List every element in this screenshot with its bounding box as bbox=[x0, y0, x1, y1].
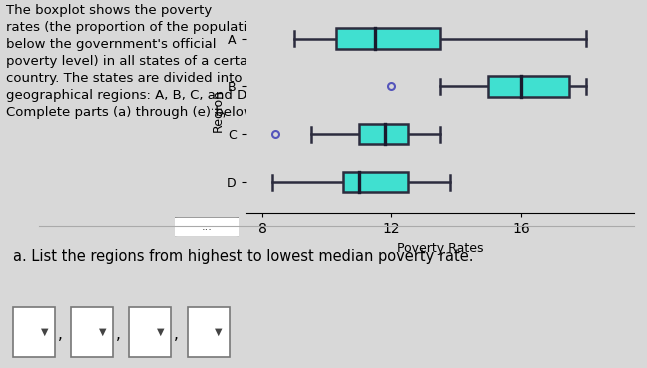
FancyBboxPatch shape bbox=[171, 217, 243, 237]
Bar bbox=[343, 172, 408, 192]
Text: ▼: ▼ bbox=[99, 327, 107, 337]
Text: The boxplot shows the poverty
rates (the proportion of the population
below the : The boxplot shows the poverty rates (the… bbox=[6, 4, 274, 118]
Text: ,: , bbox=[58, 327, 63, 342]
FancyBboxPatch shape bbox=[13, 307, 55, 357]
Text: ,: , bbox=[116, 327, 121, 342]
Bar bbox=[336, 28, 440, 49]
Text: ,: , bbox=[174, 327, 179, 342]
Y-axis label: Region: Region bbox=[212, 89, 225, 132]
FancyBboxPatch shape bbox=[129, 307, 171, 357]
Bar bbox=[359, 124, 408, 144]
Text: ▼: ▼ bbox=[215, 327, 223, 337]
X-axis label: Poverty Rates: Poverty Rates bbox=[397, 242, 483, 255]
FancyBboxPatch shape bbox=[188, 307, 230, 357]
FancyBboxPatch shape bbox=[71, 307, 113, 357]
Text: a. List the regions from highest to lowest median poverty rate.: a. List the regions from highest to lowe… bbox=[13, 249, 474, 264]
Text: ...: ... bbox=[202, 222, 212, 232]
Text: ▼: ▼ bbox=[157, 327, 165, 337]
Text: ▼: ▼ bbox=[41, 327, 49, 337]
Bar bbox=[488, 77, 569, 96]
